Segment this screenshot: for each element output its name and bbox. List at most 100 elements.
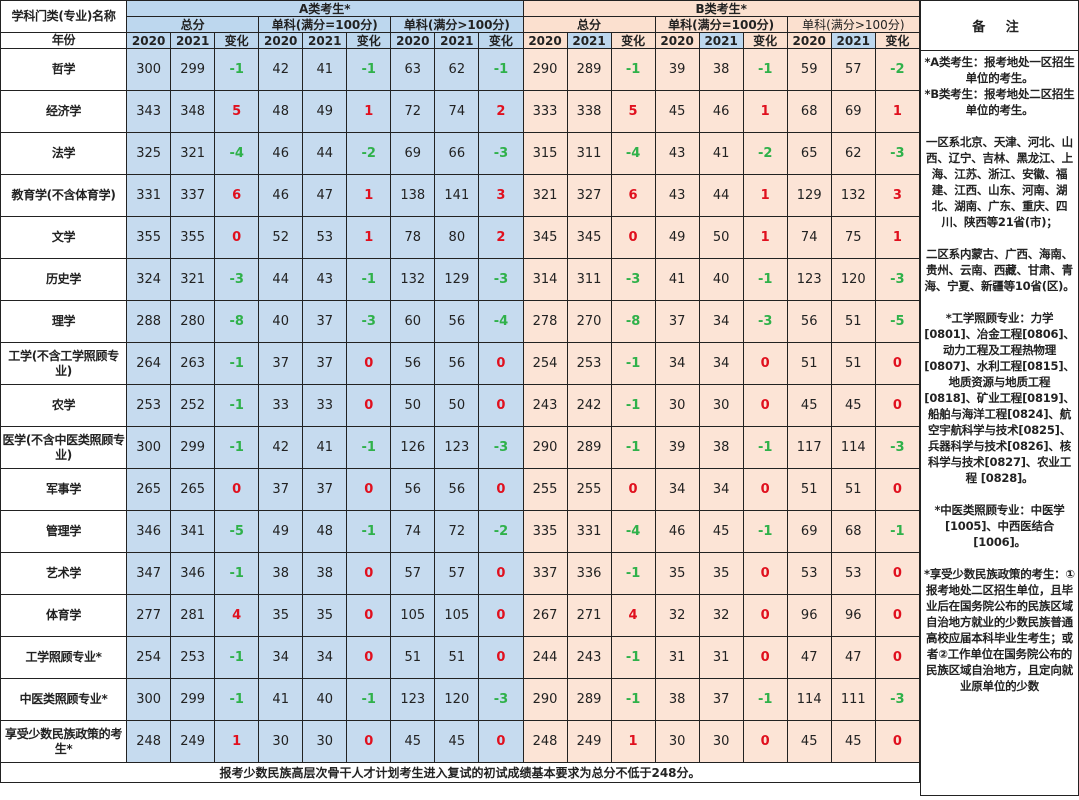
- b-score-cell: 255: [566, 468, 612, 511]
- a-score-cell: 253: [170, 636, 216, 679]
- table-row: 工学照顾专业* 254 253 -1 34 34 0 51 51 0 244 243 -1 31 31 0 47…: [0, 636, 921, 679]
- a-change-cell: 3: [478, 174, 524, 217]
- b-score-cell: 68: [786, 90, 832, 133]
- b-score-cell: 96: [830, 594, 876, 637]
- a-change-cell: -1: [214, 636, 260, 679]
- b-score-cell: 56: [786, 300, 832, 343]
- a-change-cell: 0: [346, 468, 392, 511]
- a-change-cell: 0: [214, 216, 260, 259]
- b-score-cell: 270: [566, 300, 612, 343]
- a-score-cell: 56: [390, 342, 436, 385]
- a-score-cell: 49: [302, 90, 348, 133]
- a-score-cell: 43: [302, 258, 348, 301]
- b-change-cell: 1: [742, 90, 788, 133]
- a-score-cell: 30: [302, 720, 348, 763]
- a-score-cell: 66: [434, 132, 480, 175]
- a-y2020-header: 2020: [390, 32, 436, 49]
- table-row: 管理学 346 341 -5 49 48 -1 74 72 -2 335 331 -4 46 45 -1 69 6…: [0, 510, 921, 553]
- a-score-cell: 280: [170, 300, 216, 343]
- a-change-cell: 6: [214, 174, 260, 217]
- b-score-cell: 278: [522, 300, 568, 343]
- b-change-header: 变化: [742, 32, 788, 49]
- b-score-cell: 32: [654, 594, 700, 637]
- b-change-cell: -1: [610, 426, 656, 469]
- notes-column: 备 注 *A类考生：报考地处一区招生单位的考生。 *B类考生：报考地处二区招生单…: [920, 0, 1079, 796]
- b-change-cell: -4: [610, 510, 656, 553]
- b-score-cell: 37: [698, 678, 744, 721]
- a-score-cell: 44: [302, 132, 348, 175]
- a-score-cell: 50: [434, 384, 480, 427]
- a-score-cell: 51: [434, 636, 480, 679]
- a-change-cell: -1: [214, 678, 260, 721]
- b-score-cell: 38: [698, 426, 744, 469]
- a-score-cell: 248: [126, 720, 172, 763]
- b-change-cell: 4: [610, 594, 656, 637]
- b-score-cell: 34: [654, 342, 700, 385]
- a-score-cell: 38: [258, 552, 304, 595]
- a-score-cell: 355: [170, 216, 216, 259]
- b-change-cell: -1: [742, 258, 788, 301]
- a-score-cell: 53: [302, 216, 348, 259]
- b-score-cell: 311: [566, 132, 612, 175]
- a-y2021-header: 2021: [302, 32, 348, 49]
- subject-name: 农学: [0, 384, 128, 427]
- b-y2021-header: 2021: [566, 32, 612, 49]
- b-change-cell: -1: [874, 510, 921, 553]
- b-change-cell: -1: [610, 384, 656, 427]
- a-score-cell: 105: [434, 594, 480, 637]
- b-score-cell: 244: [522, 636, 568, 679]
- a-change-cell: -1: [346, 678, 392, 721]
- b-change-cell: -4: [610, 132, 656, 175]
- b-score-cell: 51: [830, 342, 876, 385]
- a-change-cell: 5: [214, 90, 260, 133]
- b-change-cell: -1: [742, 426, 788, 469]
- b-score-cell: 49: [654, 216, 700, 259]
- b-score-cell: 43: [654, 132, 700, 175]
- b-score-cell: 123: [786, 258, 832, 301]
- b-change-cell: 1: [874, 216, 921, 259]
- b-score-cell: 114: [830, 426, 876, 469]
- a-change-cell: -1: [214, 426, 260, 469]
- a-score-cell: 252: [170, 384, 216, 427]
- b-score-cell: 243: [522, 384, 568, 427]
- b-score-cell: 315: [522, 132, 568, 175]
- group-b-header: B类考生*: [522, 0, 920, 17]
- a-change-cell: -1: [346, 510, 392, 553]
- a-score-cell: 321: [170, 132, 216, 175]
- a-score-cell: 56: [434, 468, 480, 511]
- a-change-cell: -3: [478, 678, 524, 721]
- b-y2021-header: 2021: [698, 32, 744, 49]
- b-score-cell: 243: [566, 636, 612, 679]
- a-change-cell: 0: [346, 636, 392, 679]
- subject-name: 工学照顾专业*: [0, 636, 128, 679]
- a-score-cell: 52: [258, 216, 304, 259]
- year-column-header: 年份: [0, 32, 128, 49]
- a-single-over-header: 单科(满分>100分): [390, 16, 524, 33]
- a-change-header: 变化: [478, 32, 524, 49]
- a-score-cell: 300: [126, 48, 172, 91]
- a-change-cell: 2: [478, 216, 524, 259]
- a-score-cell: 69: [390, 132, 436, 175]
- notes-title: 备 注: [921, 1, 1078, 51]
- b-score-cell: 45: [786, 384, 832, 427]
- group-a-header: A类考生*: [126, 0, 524, 17]
- b-score-cell: 32: [698, 594, 744, 637]
- a-score-cell: 34: [258, 636, 304, 679]
- a-y2020-header: 2020: [126, 32, 172, 49]
- a-score-cell: 300: [126, 678, 172, 721]
- b-score-cell: 253: [566, 342, 612, 385]
- footer-note: 报考少数民族高层次骨干人才计划考生进入复试的初试成绩基本要求为总分不低于248分…: [0, 762, 920, 783]
- a-score-cell: 40: [302, 678, 348, 721]
- b-change-cell: -8: [610, 300, 656, 343]
- a-score-cell: 126: [390, 426, 436, 469]
- a-score-cell: 105: [390, 594, 436, 637]
- b-y2020-header: 2020: [522, 32, 568, 49]
- b-change-cell: 0: [742, 384, 788, 427]
- a-change-cell: -1: [346, 48, 392, 91]
- a-change-cell: 1: [214, 720, 260, 763]
- b-score-cell: 38: [698, 48, 744, 91]
- a-score-cell: 42: [258, 426, 304, 469]
- a-change-cell: 1: [346, 90, 392, 133]
- b-score-cell: 38: [654, 678, 700, 721]
- subject-name: 艺术学: [0, 552, 128, 595]
